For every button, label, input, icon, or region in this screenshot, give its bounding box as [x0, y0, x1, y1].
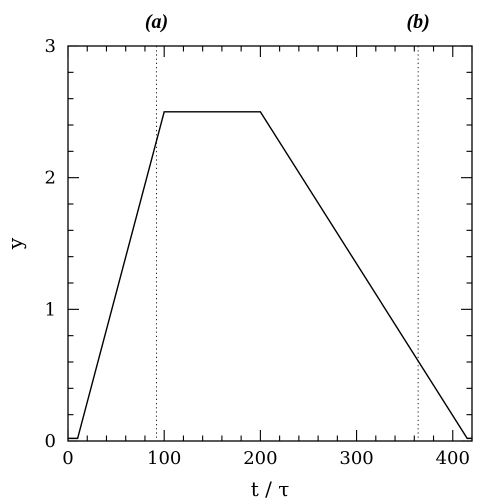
annotation-label: (b): [406, 11, 429, 33]
y-tick-label: 3: [45, 36, 56, 57]
annotation-label: (a): [145, 11, 168, 33]
x-tick-label: 400: [436, 448, 470, 469]
tick-labels: 0 100 200 300 400 0 1 2 3: [45, 36, 470, 469]
y-tick-label: 1: [45, 299, 56, 320]
x-tick-label: 200: [243, 448, 277, 469]
axis-ticks: [67, 45, 473, 442]
x-tick-label: 300: [339, 448, 373, 469]
y-tick-label: 2: [45, 168, 56, 189]
plot-frame: [67, 45, 473, 442]
x-tick-label: 100: [147, 448, 181, 469]
vertical-marker-lines: [156, 46, 419, 441]
x-tick-label: 0: [62, 448, 73, 469]
y-axis-label: y: [3, 237, 27, 250]
x-axis-label: t / τ: [251, 477, 290, 501]
y-tick-label: 0: [45, 431, 56, 452]
annotations: (a) (b): [145, 11, 430, 33]
series-line: [68, 111, 472, 440]
